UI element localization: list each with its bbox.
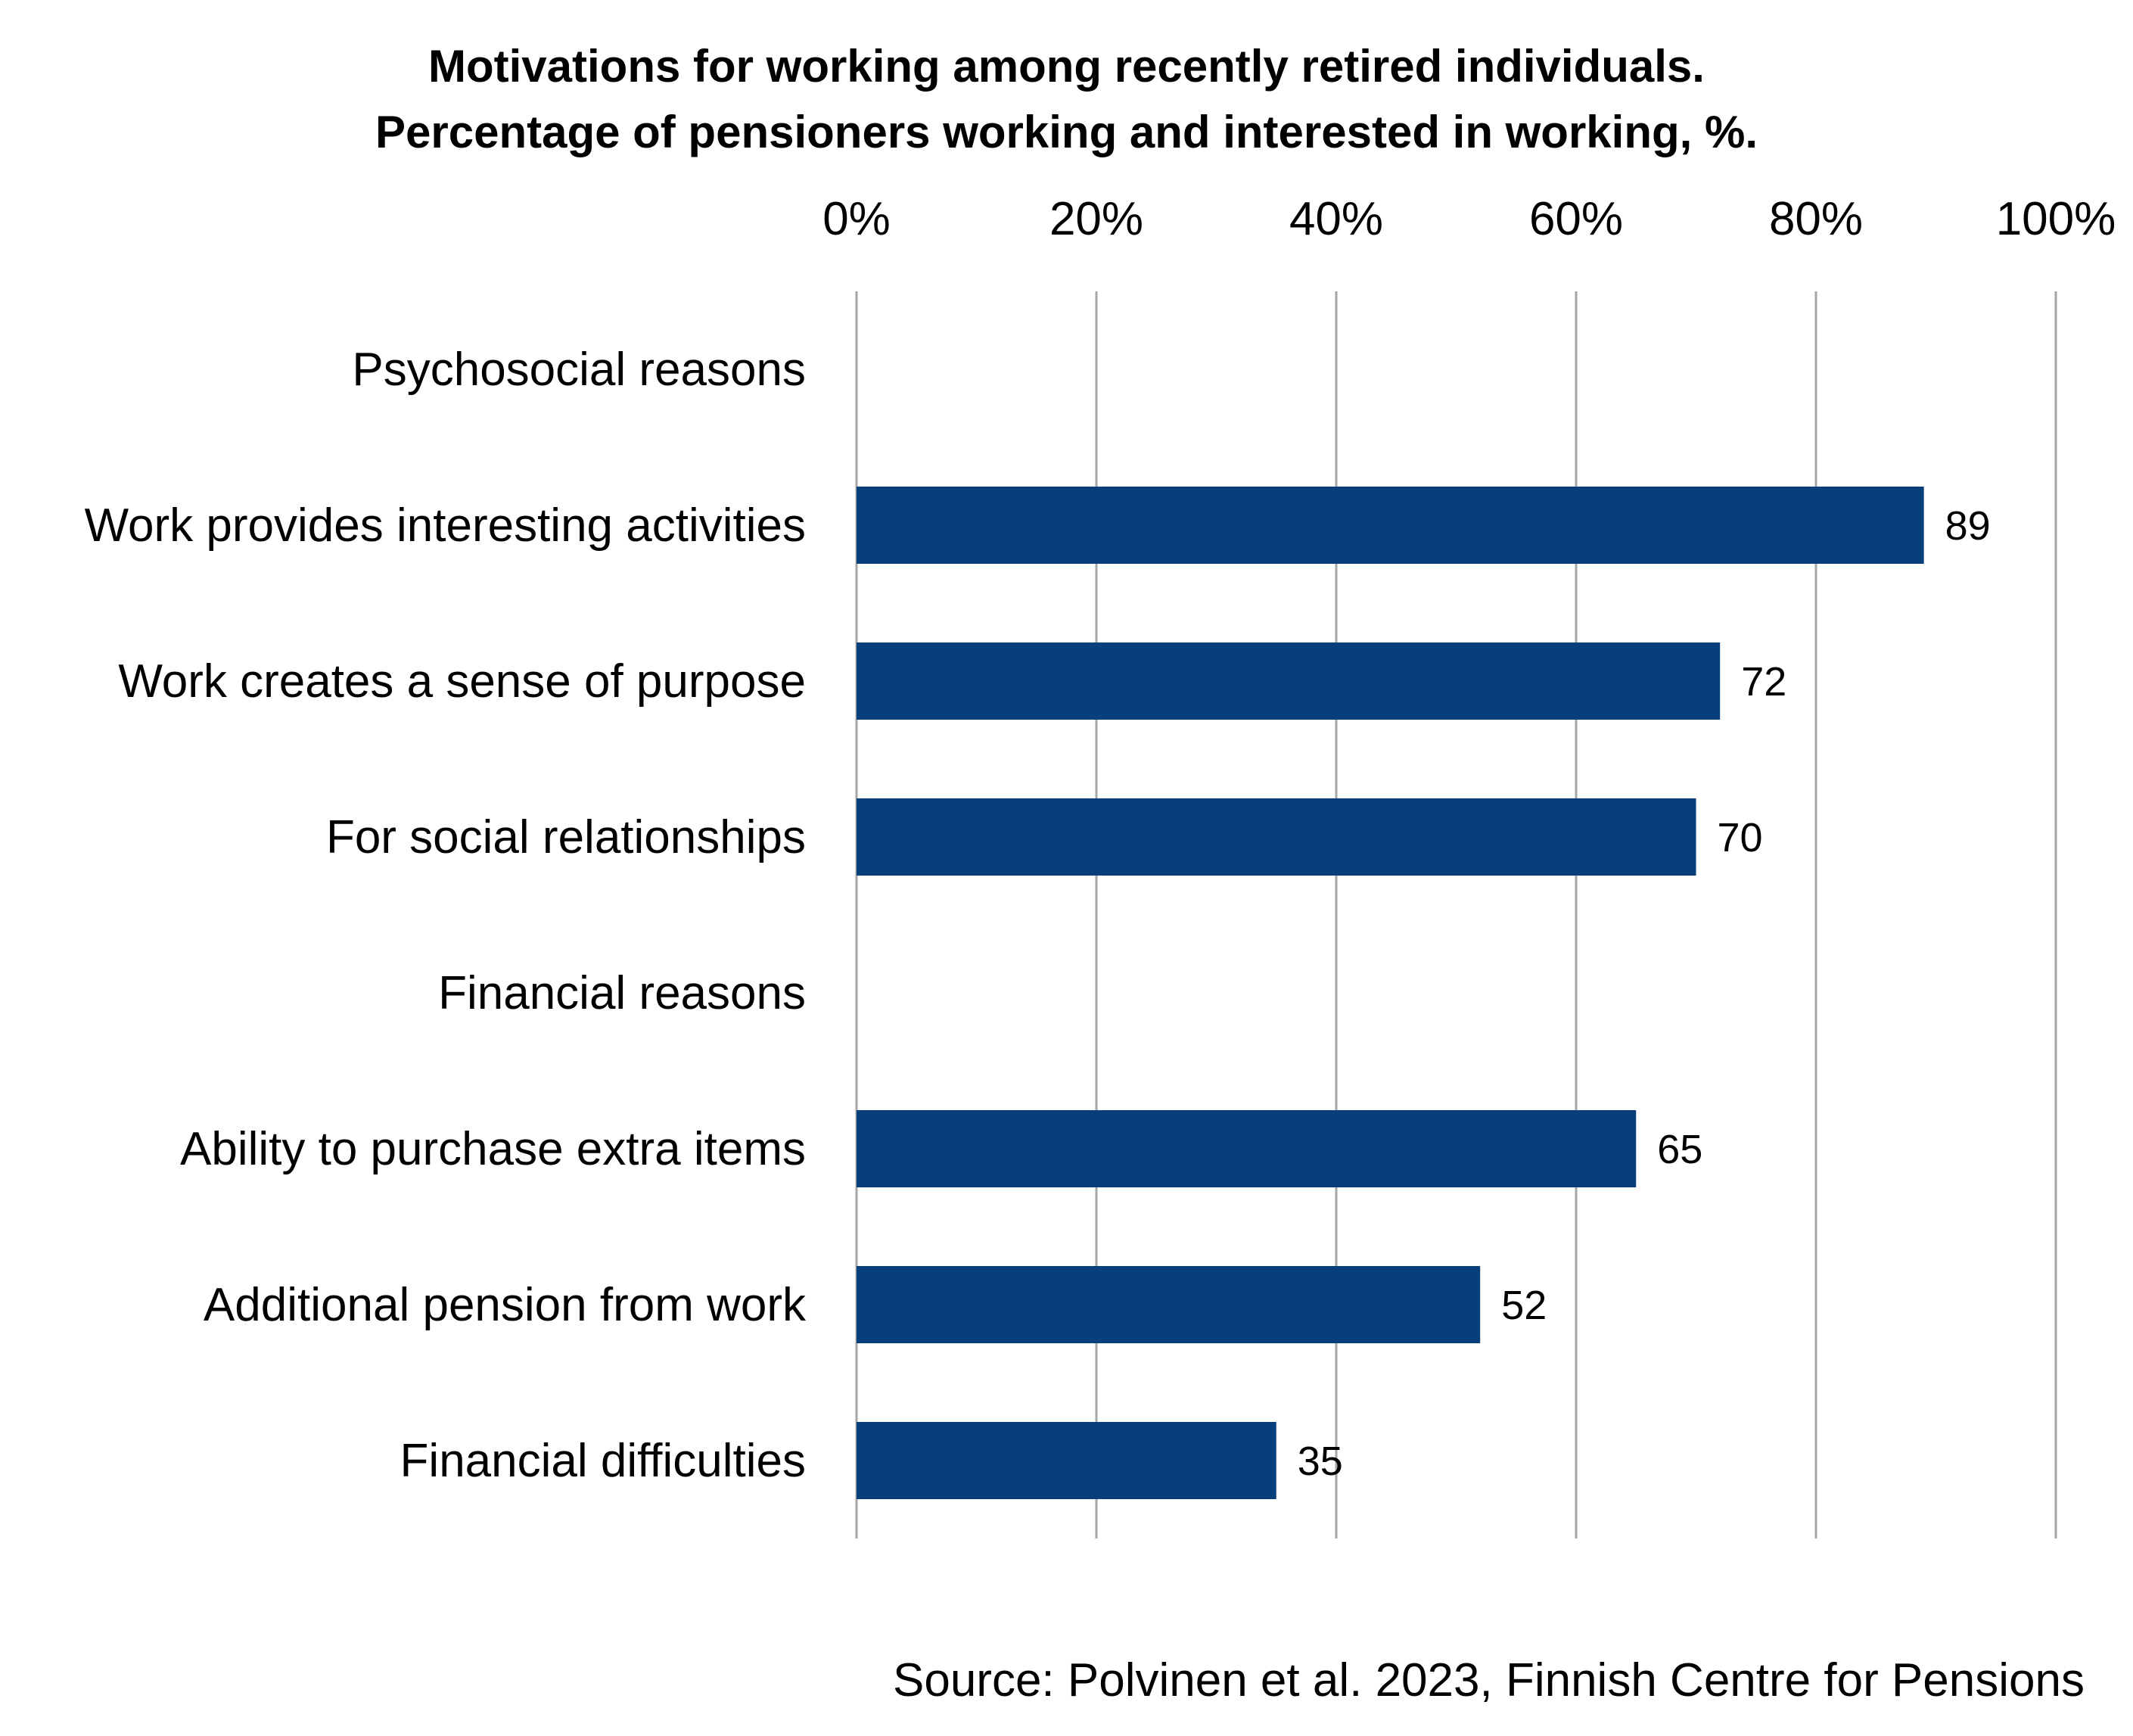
x-tick-label: 40% — [1289, 193, 1383, 245]
data-label: 70 — [1718, 815, 1763, 860]
category-label: For social relationships — [326, 811, 806, 863]
category-label: Work provides interesting activities — [85, 499, 806, 552]
x-tick-label: 0% — [822, 193, 891, 245]
x-tick-label: 20% — [1049, 193, 1143, 245]
data-label: 35 — [1298, 1439, 1343, 1484]
source-note: Source: Polvinen et al. 2023, Finnish Ce… — [892, 1654, 2085, 1706]
category-label: Financial difficulties — [400, 1435, 806, 1487]
x-tick-label: 80% — [1769, 193, 1863, 245]
bar — [857, 1422, 1276, 1499]
data-label: 52 — [1501, 1283, 1547, 1328]
x-tick-label: 100% — [1996, 193, 2116, 245]
category-label: Psychosocial reasons — [352, 344, 806, 396]
data-label: 72 — [1741, 659, 1786, 705]
category-label: Work creates a sense of purpose — [118, 655, 806, 708]
x-tick-label: 60% — [1529, 193, 1623, 245]
data-label: 65 — [1657, 1127, 1702, 1172]
bar — [857, 798, 1696, 876]
category-labels: Psychosocial reasons Work provides intere… — [85, 344, 807, 1487]
data-labels: 89 72 70 65 52 35 — [1298, 503, 1991, 1484]
bar — [857, 1110, 1637, 1187]
category-label: Ability to purchase extra items — [180, 1123, 806, 1175]
bar — [857, 642, 1721, 720]
bar — [857, 487, 1924, 564]
bar — [857, 1266, 1481, 1343]
bars — [857, 487, 1924, 1499]
data-label: 89 — [1945, 503, 1991, 549]
category-label: Financial reasons — [438, 967, 806, 1019]
x-axis-tick-labels: 0% 20% 40% 60% 80% 100% — [822, 193, 2116, 245]
chart-title-line-1: Motivations for working among recently r… — [428, 41, 1705, 92]
category-label: Additional pension from work — [204, 1279, 807, 1331]
chart-title-line-2: Percentage of pensioners working and int… — [375, 107, 1758, 157]
gridlines — [855, 291, 2057, 1538]
